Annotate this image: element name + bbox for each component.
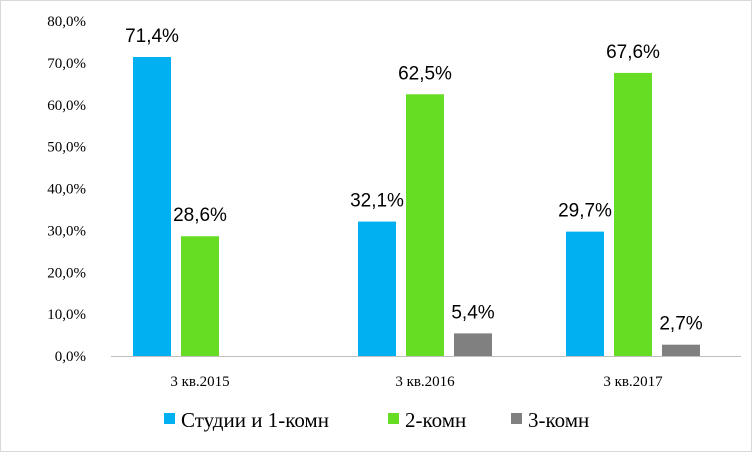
bar bbox=[454, 333, 492, 356]
y-axis-ticks: 0,0% 10,0% 20,0% 30,0% 40,0% 50,0% 60,0% 70,0% 8… bbox=[47, 14, 86, 365]
data-label: 2,7% bbox=[659, 314, 702, 335]
legend-swatch bbox=[388, 413, 399, 424]
x-tick-label: 3 кв.2015 bbox=[170, 374, 229, 390]
bar bbox=[406, 94, 444, 356]
y-tick-label: 20,0% bbox=[47, 265, 86, 281]
data-label: 67,6% bbox=[606, 42, 660, 63]
data-label: 32,1% bbox=[350, 191, 404, 212]
data-labels: 71,4% 28,6% 32,1% 62,5% 5,4% 29,7% 67,6% 2,7% bbox=[125, 26, 703, 335]
data-label: 29,7% bbox=[558, 201, 612, 222]
legend-swatch bbox=[164, 413, 175, 424]
bar bbox=[133, 57, 171, 356]
y-tick-label: 50,0% bbox=[47, 140, 86, 156]
legend-label: 2-комн bbox=[405, 408, 466, 432]
bar bbox=[662, 344, 700, 356]
y-tick-label: 60,0% bbox=[47, 98, 86, 114]
legend-label: 3-комн bbox=[528, 408, 589, 432]
data-label: 71,4% bbox=[125, 26, 179, 47]
y-tick-label: 0,0% bbox=[55, 349, 86, 365]
legend-swatch bbox=[511, 413, 522, 424]
data-label: 28,6% bbox=[173, 205, 227, 226]
x-tick-label: 3 кв.2016 bbox=[395, 374, 455, 390]
y-tick-label: 80,0% bbox=[47, 14, 86, 30]
bar bbox=[181, 236, 219, 356]
x-axis-ticks: 3 кв.2015 3 кв.2016 3 кв.2017 bbox=[170, 374, 663, 390]
legend-label: Студии и 1-комн bbox=[181, 408, 329, 432]
bar bbox=[566, 231, 604, 356]
y-tick-label: 70,0% bbox=[47, 56, 86, 72]
bar bbox=[358, 221, 396, 356]
y-tick-label: 30,0% bbox=[47, 223, 86, 239]
data-label: 62,5% bbox=[398, 63, 452, 84]
bar bbox=[614, 72, 652, 357]
y-tick-label: 40,0% bbox=[47, 182, 86, 198]
y-tick-label: 10,0% bbox=[47, 307, 86, 323]
legend: Студии и 1-комн 2-комн 3-комн bbox=[164, 408, 589, 432]
bars bbox=[133, 57, 700, 357]
data-label: 5,4% bbox=[451, 302, 494, 323]
x-tick-label: 3 кв.2017 bbox=[603, 374, 663, 390]
